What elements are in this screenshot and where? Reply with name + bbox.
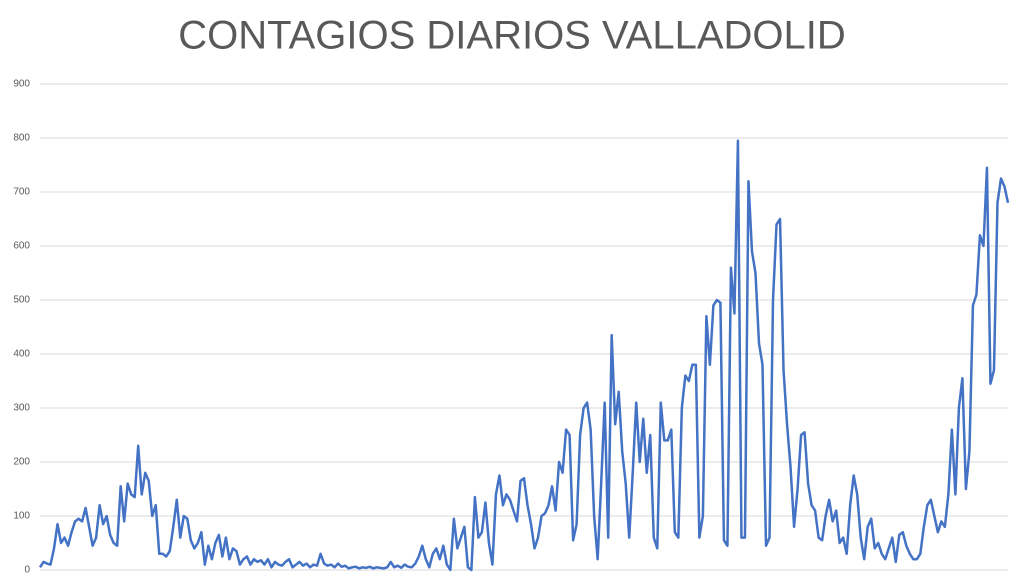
y-tick-label: 500 (13, 295, 30, 306)
y-tick-label: 300 (13, 403, 30, 414)
y-tick-label: 700 (13, 187, 30, 198)
y-tick-label: 200 (13, 457, 30, 468)
y-tick-label: 400 (13, 349, 30, 360)
chart-title: CONTAGIOS DIARIOS VALLADOLID (178, 14, 846, 58)
y-tick-label: 100 (13, 511, 30, 522)
y-tick-label: 600 (13, 241, 30, 252)
y-tick-label: 800 (13, 133, 30, 144)
y-tick-label: 900 (13, 79, 30, 90)
data-line (38, 139, 1010, 572)
y-tick-label: 0 (24, 565, 30, 576)
